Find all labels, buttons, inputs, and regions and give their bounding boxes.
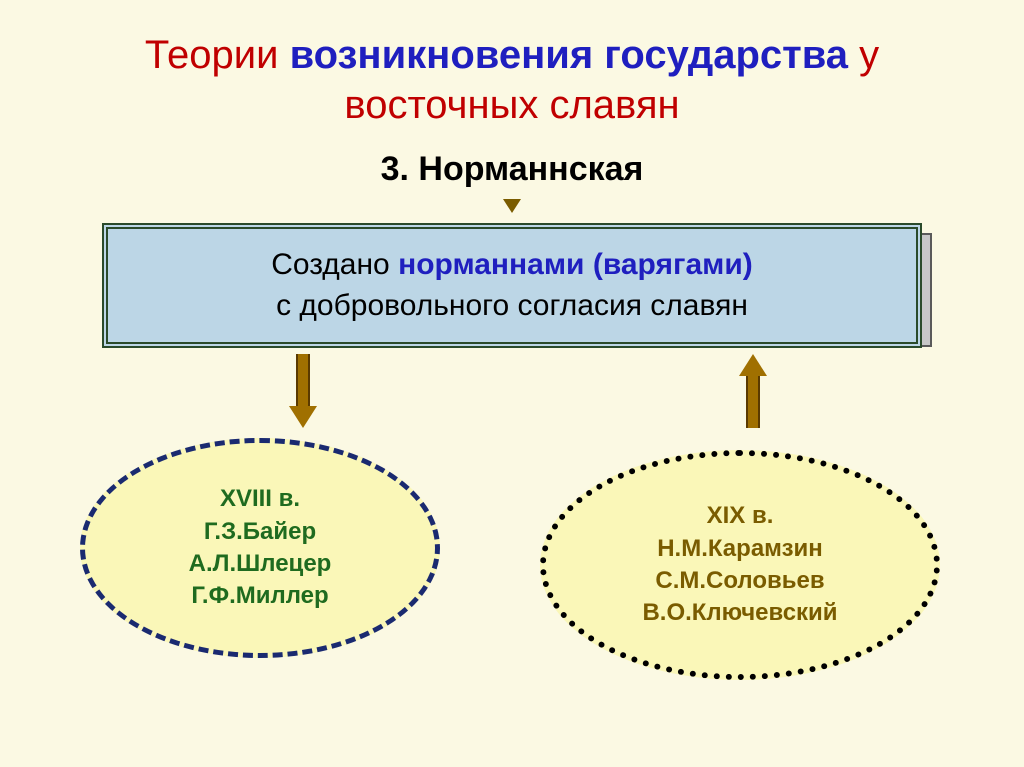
- ellipse-left-line: Г.Ф.Миллер: [191, 580, 328, 612]
- ellipse-left: XVIII в. Г.З.Байер А.Л.Шлецер Г.Ф.Миллер: [80, 438, 440, 658]
- box-line1-highlight: норманнами (варягами): [398, 248, 753, 281]
- title-part2: возникновения государства: [290, 33, 848, 77]
- arrow-up-right-icon: [742, 354, 764, 428]
- ellipse-right-line: XIX в.: [707, 500, 774, 532]
- title-part1: Теории: [145, 33, 279, 77]
- arrow-down-left-icon: [292, 354, 314, 428]
- box-line1-plain: Создано: [271, 248, 398, 281]
- ellipse-right-line: Н.М.Карамзин: [657, 533, 823, 565]
- ellipse-right-line: С.М.Соловьев: [655, 565, 824, 597]
- ellipses-row: XVIII в. Г.З.Байер А.Л.Шлецер Г.Ф.Миллер…: [0, 438, 1024, 708]
- ellipse-left-line: XVIII в.: [220, 483, 300, 515]
- subtitle: 3. Норманнская: [0, 150, 1024, 189]
- ellipse-right-line: В.О.Ключевский: [642, 597, 837, 629]
- ellipse-left-line: А.Л.Шлецер: [189, 548, 332, 580]
- arrows-row: [102, 348, 922, 438]
- arrow-down-icon: [503, 199, 521, 213]
- box-content: Создано норманнами (варягами) с добровол…: [102, 223, 922, 348]
- box-line2: с добровольного согласия славян: [276, 289, 748, 322]
- slide-title: Теории возникновения государства у восто…: [60, 30, 964, 130]
- ellipse-right: XIX в. Н.М.Карамзин С.М.Соловьев В.О.Клю…: [540, 450, 940, 680]
- main-box: Создано норманнами (варягами) с добровол…: [102, 223, 922, 348]
- ellipse-left-line: Г.З.Байер: [204, 516, 316, 548]
- slide: Теории возникновения государства у восто…: [0, 0, 1024, 767]
